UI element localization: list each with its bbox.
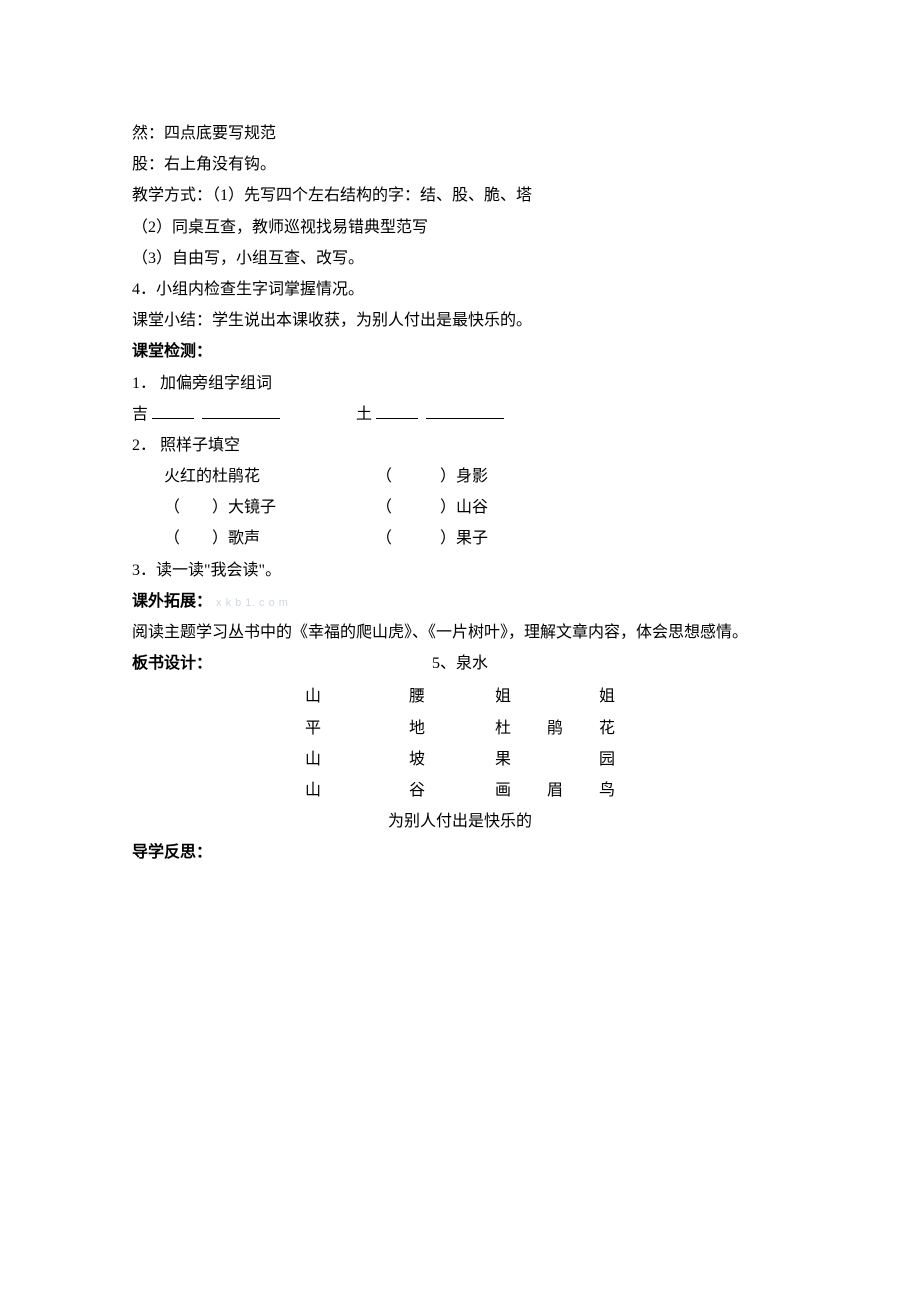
board-cell: 山坡 (305, 744, 425, 775)
example-text: 歌声 (228, 530, 260, 547)
test-item: 2． 照样子填空 (100, 430, 820, 461)
fill-label: 吉 (100, 399, 148, 430)
board-cell: 果园 (495, 744, 615, 775)
board-cell: 平地 (305, 713, 425, 744)
spacer (590, 648, 820, 679)
body-line: 4．小组内检查生字词掌握情况。 (100, 274, 820, 305)
test-item: 1． 加偏旁组字组词 (100, 368, 820, 399)
section-heading-extension: 课外拓展： (132, 593, 212, 610)
blank-field[interactable] (376, 403, 418, 418)
example-text: 火红的杜鹃花 (132, 461, 372, 492)
body-line: 教学方式：（1）先写四个左右结构的字：结、股、脆、塔 (100, 180, 820, 211)
blank-field[interactable] (426, 403, 504, 418)
board-title: 5、泉水 (330, 648, 590, 679)
example-text: 果子 (456, 530, 488, 547)
example-text: 山谷 (456, 499, 488, 516)
board-heading-row: 板书设计： 5、泉水 (100, 648, 820, 679)
section-heading-board: 板书设计： (100, 648, 330, 679)
blank-field[interactable] (152, 403, 194, 418)
example-row: （）大镜子 （）山谷 (100, 492, 820, 523)
board-footer: 为别人付出是快乐的 (100, 806, 820, 837)
example-row: 火红的杜鹃花 （）身影 (100, 461, 820, 492)
section-heading-classroom-test: 课堂检测： (100, 336, 820, 367)
body-line: 课堂小结：学生说出本课收获，为别人付出是最快乐的。 (100, 305, 820, 336)
example-text: 大镜子 (228, 499, 276, 516)
body-line: （2）同桌互查，教师巡视找易错典型范写 (100, 212, 820, 243)
board-cell: 山谷 (305, 775, 425, 806)
paren-blank[interactable]: （） (164, 499, 228, 516)
board-cell: 姐姐 (495, 681, 615, 712)
watermark-text: x k b 1. c o m (216, 597, 288, 609)
body-line: 然：四点底要写规范 (100, 118, 820, 149)
board-cell: 杜鹃花 (495, 713, 615, 744)
board-cell: 山腰 (305, 681, 425, 712)
body-line: （3）自由写，小组互查、改写。 (100, 243, 820, 274)
example-text: 身影 (456, 468, 488, 485)
document-page: 然：四点底要写规范 股：右上角没有钩。 教学方式：（1）先写四个左右结构的字：结… (0, 0, 920, 1302)
paren-blank[interactable]: （） (376, 499, 456, 516)
fill-label: 土 (324, 399, 372, 430)
fill-in-row: 吉 土 (100, 399, 820, 430)
example-row: （）歌声 （）果子 (100, 523, 820, 554)
paren-blank[interactable]: （） (376, 530, 456, 547)
section-heading-reflection: 导学反思： (100, 837, 820, 868)
body-line: 股：右上角没有钩。 (100, 149, 820, 180)
paren-blank[interactable]: （） (376, 468, 456, 485)
board-table: 山腰 姐姐 平地 杜鹃花 山坡 果园 山谷 画眉鸟 (100, 681, 820, 806)
board-cell: 画眉鸟 (495, 775, 615, 806)
test-item: 3．读一读"我会读"。 (100, 555, 820, 586)
paren-blank[interactable]: （） (164, 530, 228, 547)
blank-field[interactable] (202, 403, 280, 418)
section-heading-extension-row: 课外拓展： x k b 1. c o m (100, 586, 820, 617)
extension-paragraph: 阅读主题学习丛书中的《幸福的爬山虎》、《一片树叶》，理解文章内容，体会思想感情。 (100, 617, 820, 648)
